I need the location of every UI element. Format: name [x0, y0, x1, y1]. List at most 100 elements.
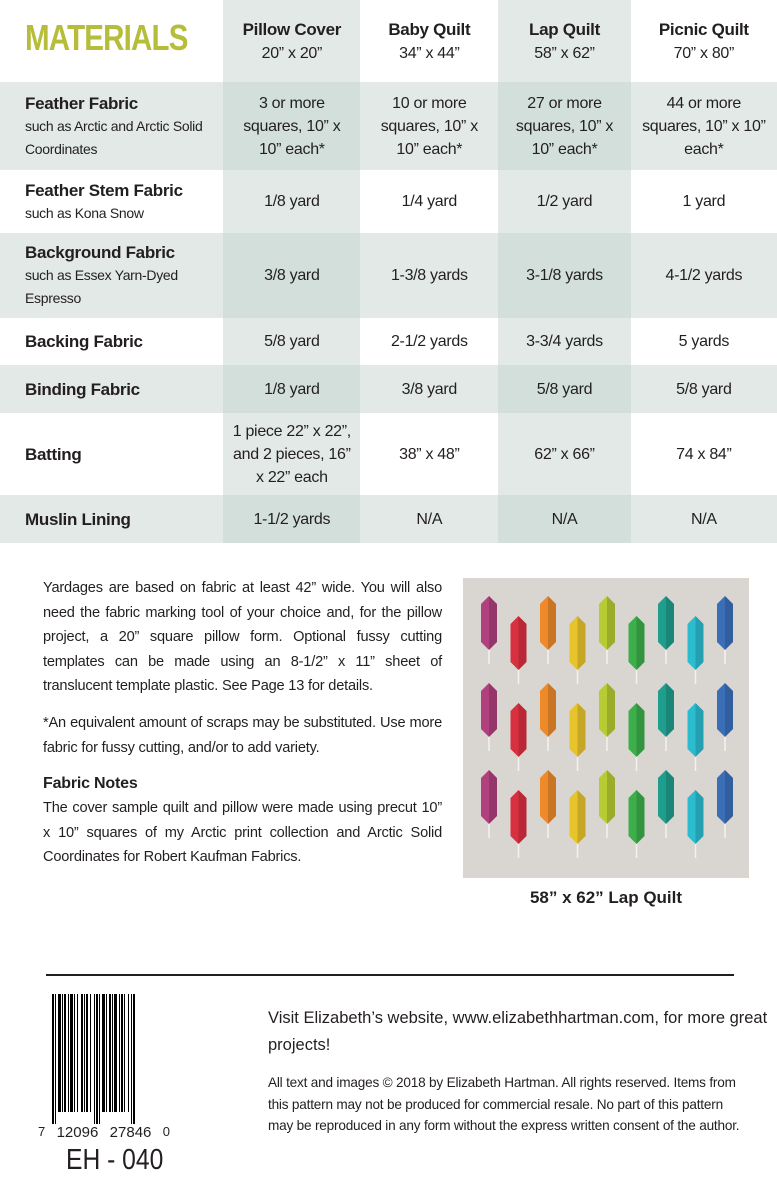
- yardage-note: Yardages are based on fabric at least 42…: [43, 580, 442, 695]
- materials-notes: Yardages are based on fabric at least 42…: [43, 576, 442, 882]
- table-cell: 1 piece 22” x 22”, and 2 pieces, 16” x 2…: [223, 413, 361, 495]
- barcode-bar: [86, 994, 88, 1112]
- material-name: Muslin Lining: [25, 509, 131, 529]
- barcode-bar: [70, 994, 73, 1112]
- column-name: Baby Quilt: [388, 19, 471, 39]
- barcode-bar: [102, 994, 105, 1112]
- barcode: [52, 994, 135, 1124]
- feather: [569, 703, 586, 771]
- table-row: Muslin Lining 1-1/2 yards N/A N/A N/A: [0, 495, 777, 543]
- materials-title: MATERIALS: [25, 16, 188, 58]
- table-cell: 1/8 yard: [223, 365, 361, 413]
- column-size: 20” x 20”: [261, 44, 323, 62]
- barcode-bar: [124, 994, 125, 1112]
- barcode-bar: [77, 994, 78, 1112]
- table-cell: 74 x 84”: [676, 445, 732, 463]
- column-name: Picnic Quilt: [658, 19, 749, 39]
- feather: [569, 616, 586, 684]
- material-suggestion: such as Arctic and Arctic Solid Coordina…: [25, 117, 203, 157]
- barcode-digit: 0: [162, 1124, 170, 1139]
- row-label: Feather Fabric such as Arctic and Arctic …: [0, 82, 224, 170]
- barcode-bar: [74, 994, 75, 1112]
- material-name: Binding Fabric: [25, 379, 140, 399]
- feather: [599, 683, 615, 751]
- feather: [658, 770, 674, 838]
- table-cell: 5/8 yard: [223, 318, 361, 365]
- quilt-caption: 58” x 62” Lap Quilt: [529, 888, 683, 907]
- feather: [599, 596, 615, 664]
- feather: [628, 616, 645, 684]
- feather: [481, 596, 497, 664]
- barcode-bar: [55, 994, 56, 1124]
- barcode-bar: [119, 994, 120, 1112]
- scraps-note: *An equivalent amount of scraps may be s…: [43, 714, 442, 756]
- feather: [599, 770, 615, 838]
- barcode-bar: [128, 994, 129, 1112]
- row-label: Batting: [0, 413, 223, 495]
- table-cell: 62” x 66”: [498, 413, 631, 495]
- feather: [687, 616, 704, 684]
- material-name: Feather Stem Fabric: [25, 180, 183, 200]
- table-header-row: MATERIALS Pillow Cover 20” x 20” Baby Qui…: [0, 0, 777, 82]
- table-cell: 4-1/2 yards: [630, 233, 777, 318]
- feather: [628, 703, 645, 771]
- table-row: Binding Fabric 1/8 yard 3/8 yard 5/8 yard 5/…: [0, 365, 777, 413]
- table-cell: 27 or more squares, 10” x 10” each*: [498, 82, 631, 170]
- material-suggestion: such as Essex Yarn-Dyed Espresso: [25, 267, 178, 306]
- barcode-bar: [106, 994, 107, 1112]
- website-note: Visit Elizabeth’s website, www.elizabeth…: [268, 1009, 768, 1054]
- barcode-digits: 7 12096 27846 0: [38, 1124, 170, 1141]
- divider: [46, 974, 734, 976]
- table-cell: 38” x 48”: [399, 445, 460, 463]
- row-label: Backing Fabric: [0, 318, 223, 365]
- table-cell: N/A: [630, 495, 777, 543]
- material-name: Feather Fabric: [25, 93, 138, 113]
- table-cell: 1 yard: [682, 193, 726, 210]
- row-label: Background Fabric such as Essex Yarn-Dyed…: [0, 233, 224, 318]
- column-header: Picnic Quilt 70” x 80”: [631, 0, 777, 82]
- table-cell: 3/8 yard: [360, 365, 499, 413]
- feather: [658, 596, 674, 664]
- table-cell: N/A: [498, 495, 631, 543]
- column-size: 70” x 80”: [673, 44, 735, 62]
- barcode-digit: 27846: [109, 1124, 152, 1141]
- feather: [540, 596, 556, 664]
- material-name: Batting: [25, 444, 82, 464]
- feather: [687, 790, 704, 858]
- table-row: Feather Fabric such as Arctic and Arctic …: [0, 82, 777, 170]
- fabric-notes-text: The cover sample quilt and pillow were m…: [43, 800, 442, 866]
- title-cell: MATERIALS: [0, 0, 223, 82]
- feather: [540, 770, 556, 838]
- column-header: Lap Quilt 58” x 62”: [498, 0, 631, 82]
- feather: [717, 770, 733, 838]
- table-cell: 2-1/2 yards: [390, 333, 468, 350]
- barcode-bar: [64, 994, 66, 1112]
- barcode-bar: [109, 994, 111, 1112]
- barcode-bar: [90, 994, 91, 1112]
- feather: [510, 616, 527, 684]
- table-cell: 5/8 yard: [630, 365, 777, 413]
- feather: [481, 683, 497, 751]
- barcode-digit: 12096: [56, 1124, 99, 1141]
- barcode-bar: [121, 994, 123, 1112]
- feather: [540, 683, 556, 751]
- copyright-notice: All text and images © 2018 by Elizabeth …: [268, 1075, 740, 1133]
- table-cell: 3/8 yard: [223, 233, 361, 318]
- barcode-bar: [96, 994, 98, 1124]
- table-cell: 3-3/4 yards: [498, 318, 631, 365]
- column-size: 34” x 44”: [399, 44, 460, 62]
- barcode-bar: [94, 994, 95, 1124]
- barcode-bar: [112, 994, 113, 1112]
- table-cell: 1-1/2 yards: [223, 495, 361, 543]
- feather: [717, 683, 733, 751]
- lap-quilt-image: [463, 578, 749, 878]
- barcode-bar: [62, 994, 63, 1112]
- table-cell: 3-1/8 yards: [498, 233, 631, 318]
- table-cell: 1/8 yard: [223, 170, 361, 233]
- fabric-notes-heading: Fabric Notes: [43, 775, 138, 793]
- feather: [717, 596, 733, 664]
- table-cell: 5 yards: [678, 333, 730, 350]
- barcode-bar: [131, 994, 132, 1124]
- feather: [510, 703, 527, 771]
- barcode-bar: [84, 994, 85, 1112]
